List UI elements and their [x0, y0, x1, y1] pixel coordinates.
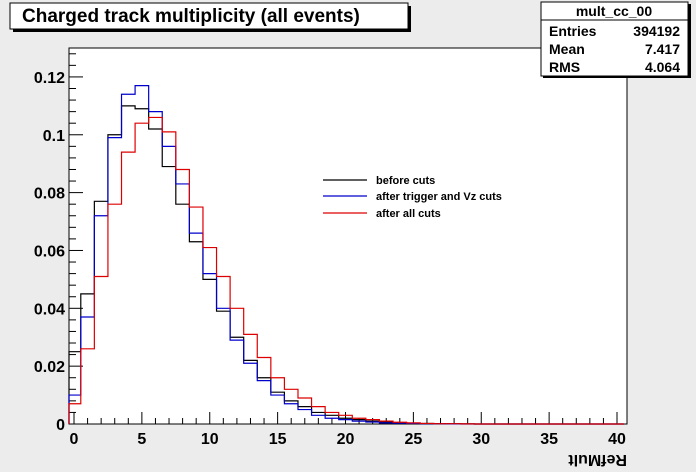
- stats-mean-label: Mean: [549, 41, 585, 57]
- histograms: [68, 85, 624, 425]
- stats-entries-label: Entries: [549, 23, 597, 39]
- title-box: Charged track multiplicity (all events): [9, 2, 411, 32]
- legend-label-3: after all cuts: [376, 208, 441, 220]
- x-axis-title: RefMult: [568, 451, 627, 468]
- plot-area: [68, 47, 628, 425]
- ticks: [69, 53, 618, 425]
- tick-labels: 0 5 10 15 20 25 30 35 40 0 0.02 0.04 0.06 0.08 0.1 0.12: [34, 70, 626, 448]
- stats-entries-value: 394192: [633, 23, 680, 39]
- x-tick-label: 35: [540, 431, 558, 448]
- y-tick-label: 0.1: [43, 128, 65, 145]
- x-tick-label: 0: [70, 431, 79, 448]
- legend: before cuts after trigger and Vz cuts afte…: [323, 175, 502, 220]
- stats-rms-value: 4.064: [645, 59, 680, 75]
- legend-label-1: before cuts: [376, 175, 435, 187]
- stats-box: mult_cc_00 Entries 394192 Mean 7.417 RMS…: [540, 1, 691, 78]
- x-tick-label: 25: [404, 431, 422, 448]
- y-tick-label: 0.08: [34, 186, 65, 203]
- stats-name: mult_cc_00: [576, 3, 652, 19]
- stats-rms-label: RMS: [549, 59, 580, 75]
- y-tick-label: 0.06: [34, 243, 65, 260]
- y-tick-label: 0.04: [34, 301, 65, 318]
- x-tick-label: 5: [137, 431, 146, 448]
- x-tick-label: 40: [608, 431, 626, 448]
- x-tick-label: 20: [337, 431, 355, 448]
- legend-label-2: after trigger and Vz cuts: [376, 191, 502, 203]
- y-tick-label: 0.02: [34, 359, 65, 376]
- chart-title: Charged track multiplicity (all events): [22, 6, 360, 27]
- x-tick-label: 15: [269, 431, 287, 448]
- histogram-series-3: [68, 116, 624, 425]
- stats-mean-value: 7.417: [645, 41, 680, 57]
- y-tick-label: 0.12: [34, 70, 65, 87]
- x-tick-label: 10: [201, 431, 219, 448]
- y-tick-label: 0: [56, 417, 65, 434]
- x-tick-label: 30: [472, 431, 490, 448]
